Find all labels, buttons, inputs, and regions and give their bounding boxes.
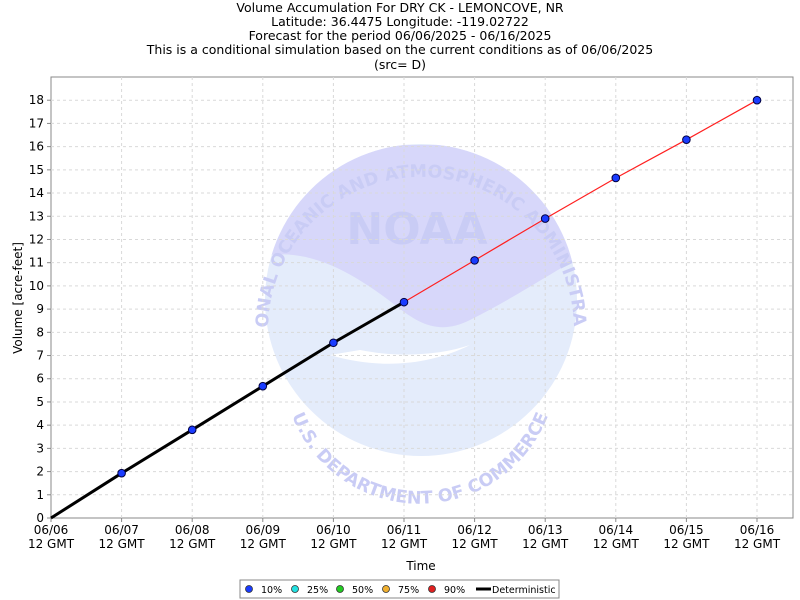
y-tick-label: 12 [29, 232, 44, 246]
x-tick-label-date: 06/09 [246, 523, 281, 537]
series-10pct-point [329, 338, 338, 348]
series-10pct-point [187, 425, 197, 435]
y-tick-label: 5 [36, 395, 44, 409]
legend: 10% 25% 50% 75% 90% Deterministic [239, 579, 560, 599]
series-10pct-point [470, 256, 479, 265]
x-tick-label-date: 06/08 [175, 523, 210, 537]
noaa-logo-text: NOAA [346, 204, 487, 255]
legend-label: 90% [444, 585, 465, 596]
y-tick-label: 1 [36, 488, 44, 502]
y-tick-label: 18 [29, 93, 44, 107]
x-tick-label-date: 06/14 [599, 523, 634, 537]
series-10pct-point [117, 468, 126, 478]
legend-label: Deterministic [492, 585, 556, 596]
chart-subtitle-period: Forecast for the period 06/06/2025 - 06/… [249, 28, 552, 43]
x-tick-label-time: 12 GMT [240, 537, 287, 551]
legend-label: 25% [307, 585, 328, 596]
y-tick-label: 17 [29, 116, 44, 130]
series-10pct-point [399, 297, 409, 307]
series-10pct-point [682, 135, 691, 144]
x-tick-label-date: 06/11 [387, 523, 422, 537]
x-tick-label-time: 12 GMT [310, 537, 357, 551]
series-10pct-point [752, 95, 762, 105]
x-tick-label-time: 12 GMT [381, 537, 428, 551]
x-tick-label-time: 12 GMT [99, 537, 146, 551]
y-tick-label: 9 [36, 302, 44, 316]
x-tick-label-time: 12 GMT [452, 537, 499, 551]
x-tick-label-time: 12 GMT [28, 537, 75, 551]
x-tick-label-time: 12 GMT [169, 537, 216, 551]
chart-title-block: Volume Accumulation For DRY CK - LEMONCO… [146, 0, 653, 72]
chart-title: Volume Accumulation For DRY CK - LEMONCO… [236, 0, 564, 15]
y-tick-label: 4 [36, 418, 44, 432]
x-tick-label-time: 12 GMT [593, 537, 640, 551]
chart-subtitle-source: (src= D) [374, 57, 426, 72]
legend-box [239, 579, 560, 599]
y-tick-label: 14 [29, 186, 44, 200]
y-tick-label: 0 [36, 511, 44, 525]
x-tick-label-date: 06/12 [457, 523, 492, 537]
x-tick-label-time: 12 GMT [522, 537, 569, 551]
y-tick-label: 8 [36, 325, 44, 339]
x-axis-title: Time [405, 559, 435, 573]
x-tick-label-time: 12 GMT [663, 537, 710, 551]
y-tick-label: 16 [29, 140, 44, 154]
series [50, 95, 762, 520]
y-tick-label: 10 [29, 279, 44, 293]
y-tick-label: 6 [36, 372, 44, 386]
noaa-seal-bird [268, 145, 575, 328]
series-10pct-point [540, 214, 550, 223]
y-axis-title: Volume [acre-feet] [11, 242, 25, 354]
chart-subtitle-location: Latitude: 36.4475 Longitude: -119.02722 [271, 14, 529, 29]
x-tick-label-date: 06/06 [34, 523, 69, 537]
y-tick-label: 13 [29, 209, 44, 223]
x-tick-label-date: 06/16 [740, 523, 775, 537]
series-10pct-point [258, 381, 268, 391]
legend-label: 10% [261, 585, 282, 596]
y-tick-label: 11 [29, 256, 44, 270]
y-tick-label: 2 [36, 465, 44, 479]
y-tick-label: 15 [29, 163, 44, 177]
legend-marker [336, 585, 344, 593]
y-tick-label: 3 [36, 441, 44, 455]
grid [51, 77, 793, 518]
y-tick-label: 7 [36, 349, 44, 363]
legend-label: 50% [352, 585, 373, 596]
noaa-seal-wing-stroke [330, 345, 470, 364]
series-deterministic-line [50, 300, 405, 520]
legend-marker [428, 585, 436, 593]
x-tick-label-time: 12 GMT [734, 537, 781, 551]
x-tick-label-date: 06/07 [104, 523, 139, 537]
legend-marker [291, 585, 299, 593]
legend-marker [382, 585, 390, 593]
x-tick-label-date: 06/13 [528, 523, 563, 537]
chart-subtitle-conditions: This is a conditional simulation based o… [146, 42, 653, 57]
series-10pct-point [611, 173, 621, 183]
legend-marker [245, 585, 253, 593]
x-tick-label-date: 06/15 [669, 523, 704, 537]
legend-label: 75% [398, 585, 419, 596]
x-tick-label-date: 06/10 [316, 523, 351, 537]
